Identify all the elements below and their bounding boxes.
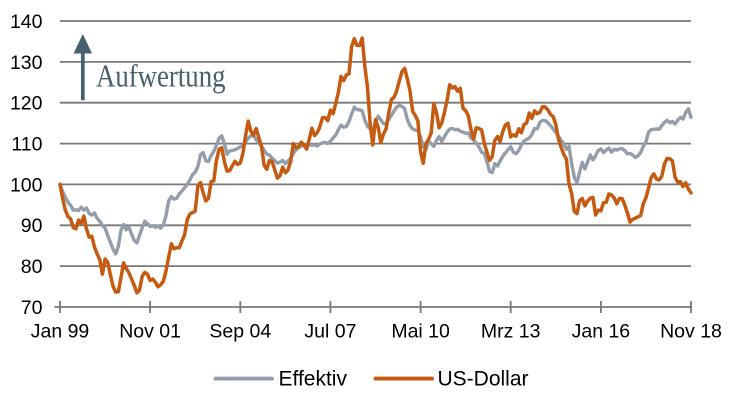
svg-text:Nov 18: Nov 18 bbox=[660, 321, 722, 343]
svg-text:90: 90 bbox=[21, 215, 43, 237]
svg-text:Nov 01: Nov 01 bbox=[119, 321, 181, 343]
svg-text:Mrz 13: Mrz 13 bbox=[481, 321, 541, 343]
svg-text:Mai 10: Mai 10 bbox=[391, 321, 450, 343]
svg-text:70: 70 bbox=[21, 297, 43, 319]
svg-text:110: 110 bbox=[11, 134, 42, 156]
svg-text:Aufwertung: Aufwertung bbox=[96, 58, 226, 94]
svg-text:120: 120 bbox=[10, 93, 43, 115]
svg-text:80: 80 bbox=[21, 256, 43, 278]
svg-text:130: 130 bbox=[10, 52, 43, 74]
svg-text:Jan 99: Jan 99 bbox=[31, 321, 90, 343]
svg-text:Effektiv: Effektiv bbox=[279, 368, 348, 391]
svg-text:US-Dollar: US-Dollar bbox=[438, 368, 529, 391]
svg-text:100: 100 bbox=[10, 174, 43, 196]
svg-text:Jan 16: Jan 16 bbox=[572, 321, 631, 343]
svg-text:Sep 04: Sep 04 bbox=[209, 321, 271, 343]
svg-text:Jul 07: Jul 07 bbox=[304, 321, 356, 343]
svg-text:140: 140 bbox=[10, 11, 43, 33]
